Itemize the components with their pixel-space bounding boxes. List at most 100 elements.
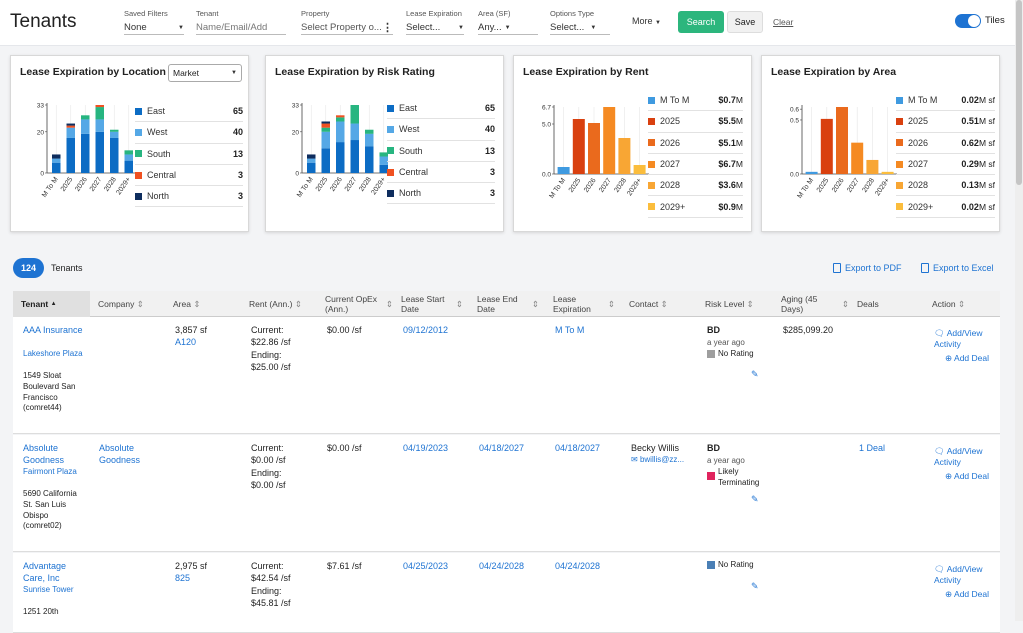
lease-start-link[interactable]: 09/12/2012 xyxy=(403,325,449,335)
unit-link[interactable]: 825 xyxy=(175,573,191,583)
add-view-activity-link[interactable]: 🗨 Add/View Activity xyxy=(934,446,994,467)
scrollbar-thumb[interactable] xyxy=(1016,0,1022,185)
lease-start-link[interactable]: 04/19/2023 xyxy=(403,443,449,453)
bar xyxy=(820,118,833,174)
clear-link[interactable]: Clear xyxy=(773,17,794,27)
column-aging[interactable]: Aging (45 Days) ⇕ xyxy=(781,291,849,317)
column-lease-end[interactable]: Lease End Date ⇕ xyxy=(477,291,539,317)
lease-expiration-link[interactable]: M To M xyxy=(555,325,585,335)
x-tick-label: 2025 xyxy=(60,176,75,193)
bar xyxy=(603,107,616,174)
add-view-activity-link[interactable]: 🗨 Add/View Activity xyxy=(934,328,994,349)
bar-segment xyxy=(66,125,75,128)
card-location: Lease Expiration by Location Market ▼ 0 20… xyxy=(10,55,249,232)
legend-swatch xyxy=(896,160,903,168)
tenant-name-link[interactable]: AAA Insurance xyxy=(23,325,83,335)
deals-link[interactable]: 1 Deal xyxy=(859,443,886,453)
bar xyxy=(805,171,818,174)
legend-item: West 40 xyxy=(135,122,243,144)
company-link[interactable]: Absolute Goodness xyxy=(99,443,141,466)
tenant-search-field[interactable]: Tenant Name/Email/Add xyxy=(196,9,286,35)
area-dropdown[interactable]: Area (SF) Any... ▼ xyxy=(478,9,538,35)
property-dropdown[interactable]: Property Select Property o... ⋮ xyxy=(301,9,393,35)
bar-segment xyxy=(336,142,345,173)
bar xyxy=(851,142,864,174)
legend-label: 2025 xyxy=(908,116,929,127)
column-rent[interactable]: Rent (Ann.) ⇕ xyxy=(249,291,319,317)
unit-link[interactable]: A120 xyxy=(175,337,197,347)
legend-swatch xyxy=(135,107,142,115)
export-excel-button[interactable]: Export to Excel xyxy=(921,263,994,273)
saved-filters-dropdown[interactable]: Saved Filters None ▼ xyxy=(124,9,184,35)
x-tick-label: 2027 xyxy=(598,177,613,194)
lease-end-link[interactable]: 04/18/2027 xyxy=(479,443,525,453)
property-link[interactable]: Sunrise Tower xyxy=(23,585,74,594)
pencil-icon[interactable]: ✎ xyxy=(751,369,759,379)
risk-code: BD xyxy=(707,443,720,453)
column-lease-expiration[interactable]: Lease Expiration ⇕ xyxy=(553,291,615,317)
risk-time: a year ago xyxy=(707,456,745,465)
export-pdf-button[interactable]: Export to PDF xyxy=(833,263,902,273)
rent-current-label: Current: xyxy=(251,561,284,571)
legend-item: West 40 xyxy=(387,119,495,141)
save-button[interactable]: Save xyxy=(727,11,763,33)
lease-expiration-dropdown[interactable]: Lease Expiration Select... ▼ xyxy=(406,9,464,35)
property-address: 1549 Sloat Boulevard San Francisco (comr… xyxy=(23,371,76,413)
pencil-icon[interactable]: ✎ xyxy=(751,494,759,504)
tenant-name-link[interactable]: Advantage Care, Inc xyxy=(23,561,67,584)
rent-ending-value: $25.00 /sf xyxy=(251,361,291,372)
add-deal-link[interactable]: ⊕ Add Deal xyxy=(945,589,989,600)
property-link[interactable]: Fairmont Plaza xyxy=(23,467,77,476)
envelope-icon: ✉ xyxy=(631,455,638,464)
property-link[interactable]: Lakeshore Plaza xyxy=(23,349,83,358)
lease-expiration-link[interactable]: 04/18/2027 xyxy=(555,443,601,453)
options-type-dropdown[interactable]: Options Type Select... ▼ xyxy=(550,9,610,35)
column-opex[interactable]: Current OpEx (Ann.) ⇕ xyxy=(325,291,393,317)
market-select[interactable]: Market ▼ xyxy=(168,64,242,82)
pencil-icon[interactable]: ✎ xyxy=(751,581,759,591)
lease-start-link[interactable]: 04/25/2023 xyxy=(403,561,449,571)
lease-expiration-link[interactable]: 04/24/2028 xyxy=(555,561,601,571)
more-filters-button[interactable]: More ▼ xyxy=(632,16,661,26)
options-type-filter-label: Options Type xyxy=(550,9,595,18)
column-lease-start[interactable]: Lease Start Date ⇕ xyxy=(401,291,463,317)
rent-values: Current: $22.86 /sf Ending: $25.00 /sf xyxy=(251,324,321,373)
bar-segment xyxy=(95,131,104,173)
add-deal-link[interactable]: ⊕ Add Deal xyxy=(945,353,989,364)
tiles-toggle[interactable] xyxy=(955,14,981,28)
contact-email-link[interactable]: ✉ bwillis@zz... xyxy=(631,455,684,466)
sort-up-icon: ▲ xyxy=(50,301,57,307)
legend-item: M To M $0.7M xyxy=(648,90,743,112)
lease-end-link[interactable]: 04/24/2028 xyxy=(479,561,525,571)
column-contact[interactable]: Contact ⇕ xyxy=(629,291,699,317)
property-input[interactable]: Select Property o... xyxy=(301,22,382,33)
area-value: 2,975 sf xyxy=(175,561,208,571)
add-view-activity-label: Add/View Activity xyxy=(934,328,983,349)
tenant-name-link[interactable]: Absolute Goodness xyxy=(23,443,65,466)
add-deal-link[interactable]: ⊕ Add Deal xyxy=(945,471,989,482)
column-company[interactable]: Company ⇕ xyxy=(98,291,168,317)
legend-unit: M xyxy=(735,95,743,106)
kebab-menu-icon[interactable]: ⋮ xyxy=(382,22,393,34)
table-row: Absolute Goodness Fairmont Plaza 5690 Ca… xyxy=(13,435,1000,552)
bar-segment xyxy=(321,131,330,149)
legend-swatch xyxy=(135,128,142,136)
plus-circle-icon: ⊕ xyxy=(945,471,953,481)
tenant-input[interactable]: Name/Email/Add xyxy=(196,21,286,35)
rent-ending-label: Ending: xyxy=(251,585,282,596)
column-risk-level[interactable]: Risk Level ⇕ xyxy=(705,291,775,317)
y-tick-label: 0 xyxy=(40,171,44,178)
risk-rating: Likely Terminating xyxy=(707,467,767,489)
lease-expiration-value: Select... xyxy=(406,22,441,33)
legend-item: East 65 xyxy=(387,98,495,120)
legend-label: 2028 xyxy=(660,180,681,191)
page-scrollbar[interactable] xyxy=(1015,0,1023,621)
column-action[interactable]: Action ⇕ xyxy=(932,291,992,317)
legend-label: M To M xyxy=(908,95,938,106)
search-button[interactable]: Search xyxy=(678,11,724,33)
column-area[interactable]: Area ⇕ xyxy=(173,291,243,317)
add-view-activity-link[interactable]: 🗨 Add/View Activity xyxy=(934,564,994,585)
x-tick-label: 2028 xyxy=(861,177,876,194)
column-tenant[interactable]: Tenant ▲ xyxy=(13,291,90,317)
